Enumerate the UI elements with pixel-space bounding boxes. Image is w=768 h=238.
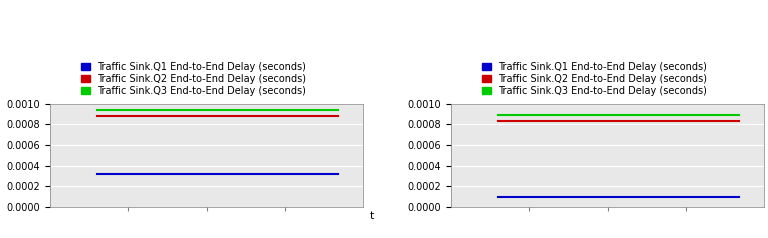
Text: t: t xyxy=(369,211,374,221)
Legend: Traffic Sink.Q1 End-to-End Delay (seconds), Traffic Sink.Q2 End-to-End Delay (se: Traffic Sink.Q1 End-to-End Delay (second… xyxy=(80,61,307,97)
Legend: Traffic Sink.Q1 End-to-End Delay (seconds), Traffic Sink.Q2 End-to-End Delay (se: Traffic Sink.Q1 End-to-End Delay (second… xyxy=(481,61,708,97)
